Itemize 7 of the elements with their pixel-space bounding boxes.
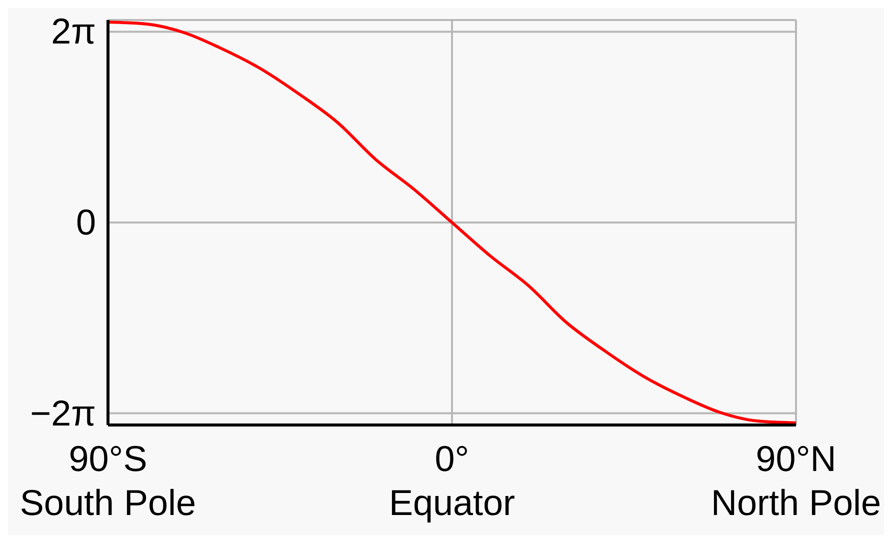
line-series bbox=[108, 20, 796, 424]
y-tick-label: −2π bbox=[30, 392, 96, 434]
y-tick-label: 0 bbox=[76, 202, 96, 242]
x-tick-label: 0° Equator bbox=[388, 438, 516, 523]
x-tick-label: 90°N North Pole bbox=[710, 438, 882, 523]
y-tick-label: 2π bbox=[51, 10, 96, 52]
x-tick-label: 90°S South Pole bbox=[20, 438, 196, 523]
